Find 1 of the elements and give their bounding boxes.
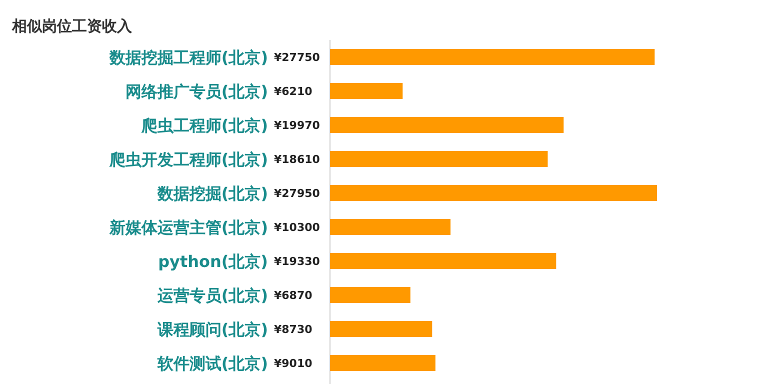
title: 相似岗位工资收入 xyxy=(12,17,132,35)
